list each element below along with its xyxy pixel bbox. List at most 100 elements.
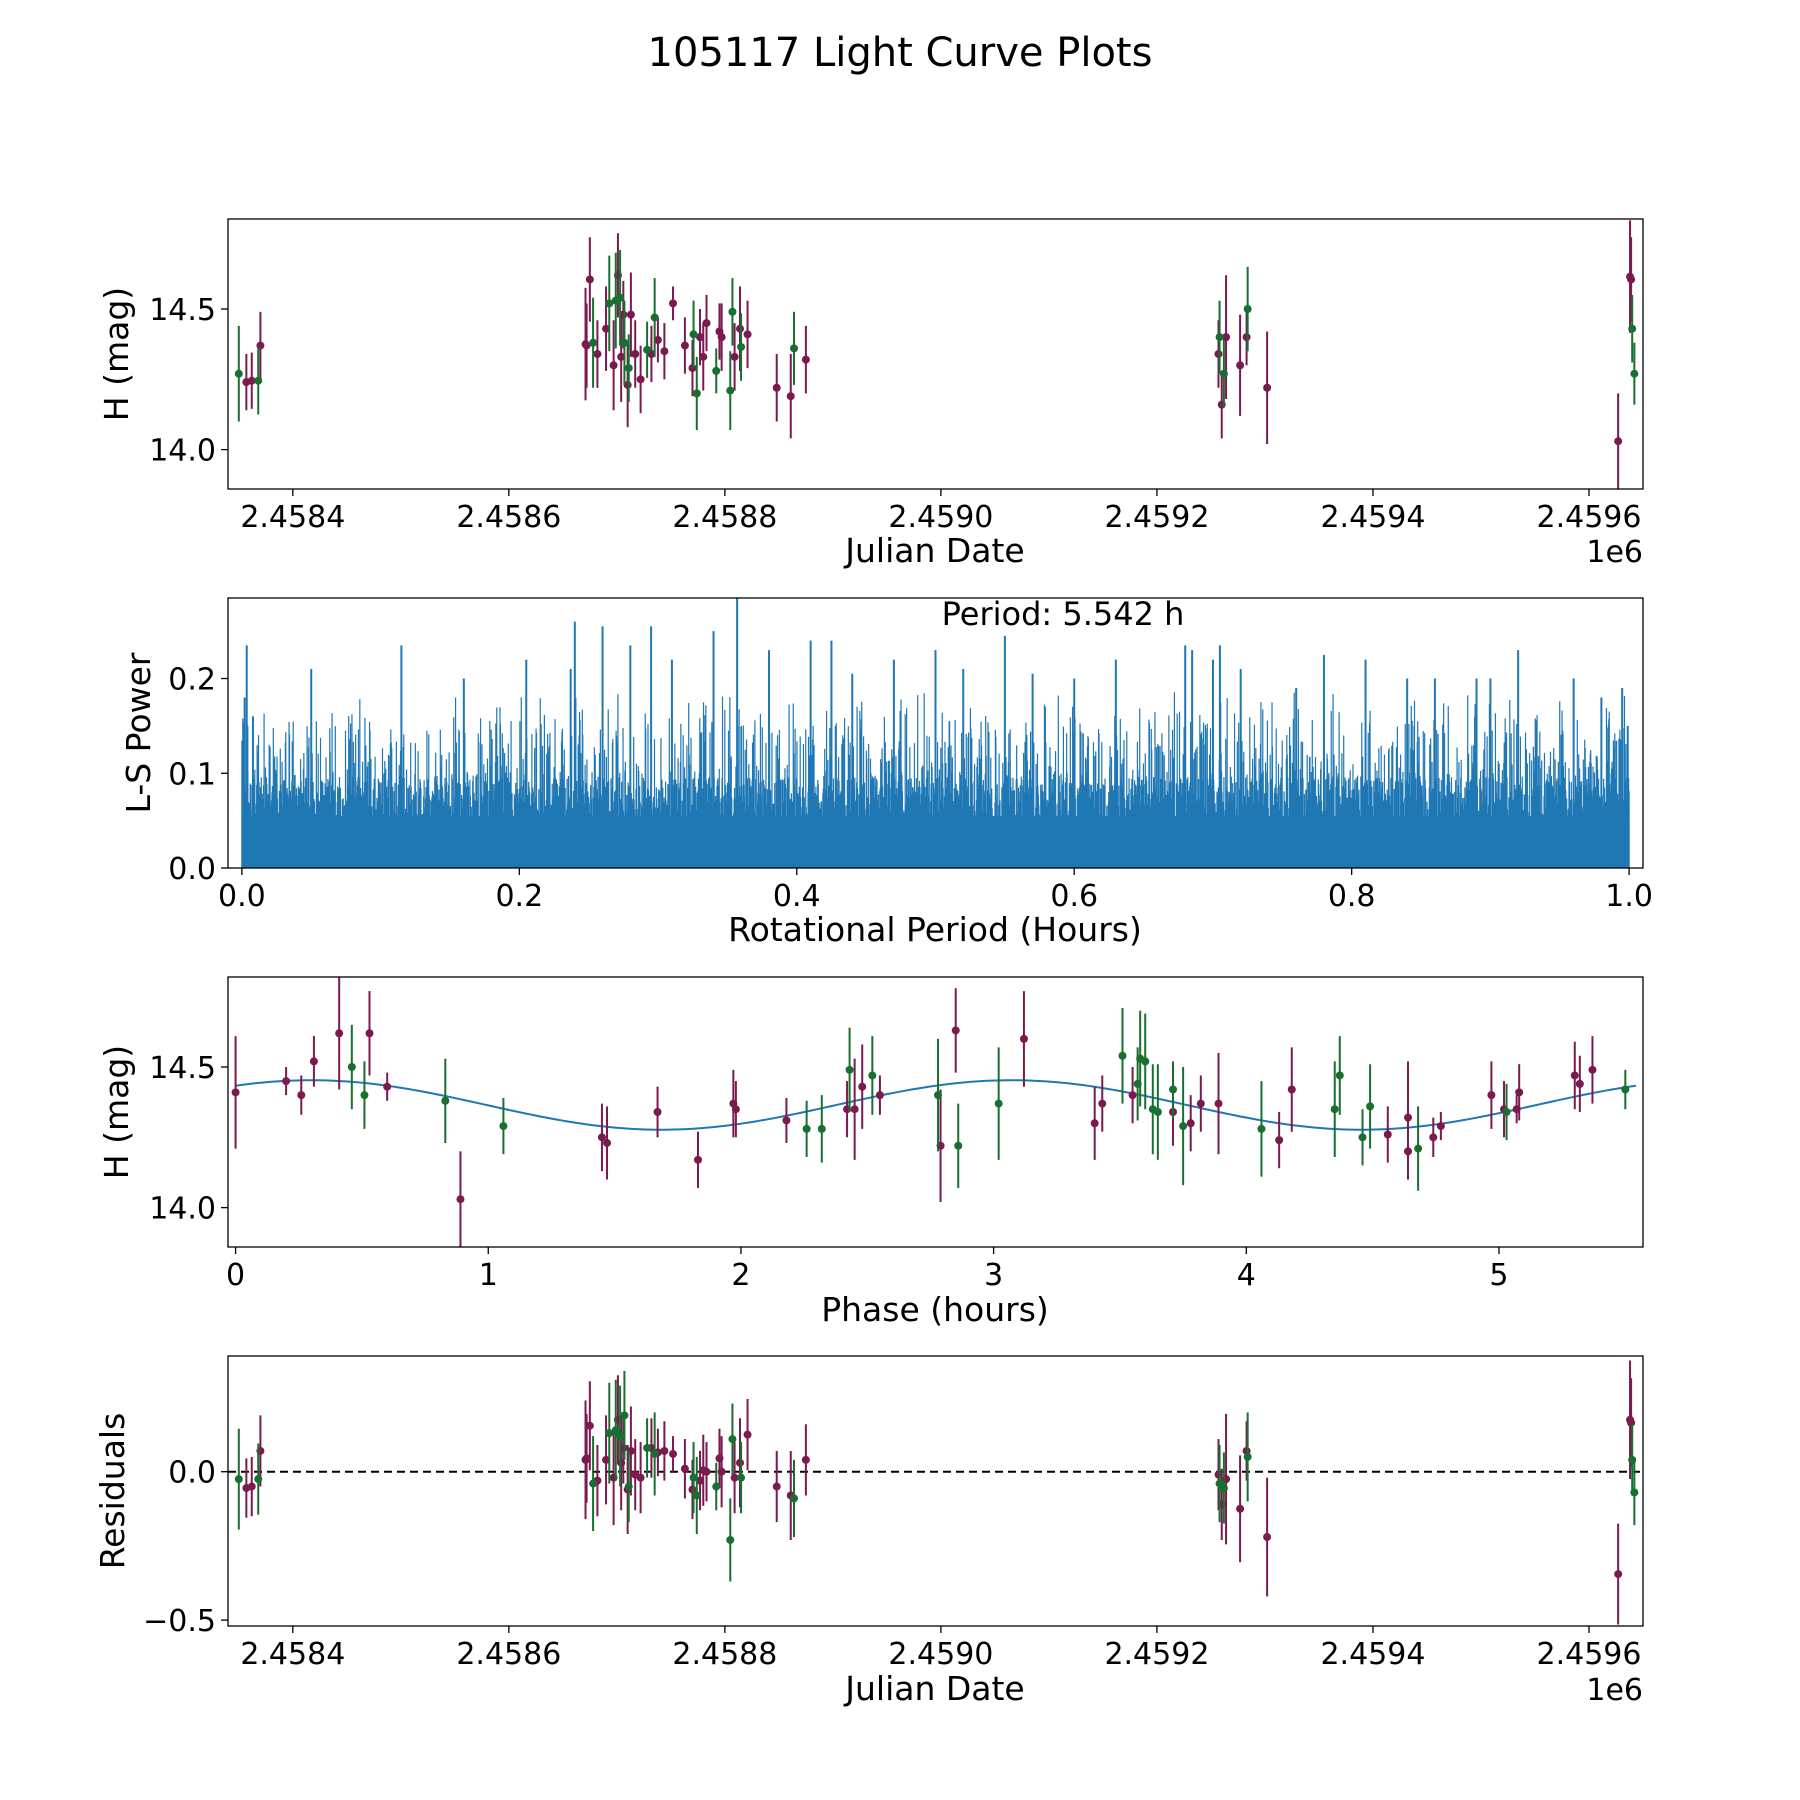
lightcurve-point-filter_a — [696, 333, 705, 342]
residuals-point-filter_a — [1236, 1504, 1245, 1513]
phased-point-filter_a — [1287, 1085, 1296, 1094]
residuals-point-filter_b — [589, 1479, 598, 1488]
residuals-point-filter_a — [1614, 1570, 1623, 1579]
phased-point-filter_b — [1366, 1102, 1375, 1111]
lightcurve-point-filter_a — [688, 364, 697, 373]
phased-point-filter_b — [1169, 1085, 1178, 1094]
lightcurve-ylabel: H (mag) — [97, 287, 136, 421]
lightcurve-point-filter_a — [772, 383, 781, 392]
residuals-point-filter_a — [735, 1458, 744, 1467]
lightcurve-plot-area — [234, 220, 1639, 489]
periodogram-xtick-label: 0.0 — [218, 879, 266, 914]
phased-xtick-label: 5 — [1489, 1258, 1508, 1293]
lightcurve-point-filter_a — [1222, 333, 1231, 342]
residuals-point-filter_b — [1219, 1484, 1228, 1493]
lightcurve-point-filter_a — [609, 361, 618, 370]
periodogram-ytick-label: 0.0 — [168, 852, 216, 887]
residuals-point-filter_a — [247, 1482, 256, 1491]
phased-xlabel: Phase (hours) — [821, 1290, 1049, 1329]
phased-point-filter_a — [1383, 1130, 1392, 1139]
residuals-point-filter_a — [730, 1473, 739, 1482]
lightcurve-xtick-label: 2.4592 — [1104, 500, 1209, 535]
phased-point-filter_b — [1141, 1057, 1150, 1066]
lightcurve-point-filter_b — [234, 369, 243, 378]
periodogram-axes-frame — [227, 597, 1644, 869]
lightcurve-ytick-label: 14.5 — [149, 293, 216, 328]
lightcurve-point-filter_a — [699, 352, 708, 361]
phased-point-filter_a — [1429, 1133, 1438, 1142]
lightcurve-point-filter_a — [669, 299, 678, 308]
phased-point-filter_a — [693, 1155, 702, 1164]
lightcurve-point-filter_a — [717, 333, 726, 342]
phased-point-filter_a — [782, 1116, 791, 1125]
lightcurve-point-filter_b — [605, 299, 614, 308]
lightcurve-point-filter_a — [1214, 350, 1223, 358]
phased-point-filter_a — [282, 1077, 291, 1086]
residuals-point-filter_b — [1243, 1452, 1252, 1461]
phased-point-filter_b — [347, 1063, 356, 1071]
lightcurve-xlabel: Julian Date — [843, 531, 1025, 570]
residuals-point-filter_a — [1263, 1532, 1272, 1541]
phased-point-filter_a — [1570, 1071, 1579, 1080]
phased-point-filter_b — [868, 1071, 877, 1080]
lightcurve-point-filter_a — [653, 335, 662, 344]
phased-point-filter_a — [875, 1091, 884, 1100]
residuals-axes-frame — [227, 1355, 1644, 1627]
phased-point-filter_a — [1090, 1119, 1099, 1128]
phased-point-filter_a — [731, 1105, 740, 1114]
phased-point-filter_a — [1588, 1065, 1597, 1074]
panel-periodogram: Rotational Period (Hours) L-S Power Peri… — [119, 595, 1653, 949]
phased-xtick-label: 0 — [226, 1258, 245, 1293]
residuals-plot-area — [228, 1360, 1643, 1625]
residuals-point-filter_b — [616, 1432, 625, 1441]
phased-xtick-label: 1 — [479, 1258, 498, 1293]
lightcurve-point-filter_b — [616, 293, 625, 302]
residuals-xtick-label: 2.4584 — [240, 1637, 345, 1672]
lightcurve-point-filter_b — [1630, 369, 1639, 378]
lightcurve-point-filter_a — [626, 310, 635, 319]
periodogram-xtick-label: 0.8 — [1328, 879, 1376, 914]
phased-point-filter_a — [456, 1195, 465, 1204]
lightcurve-point-filter_a — [702, 319, 711, 328]
lightcurve-point-filter_a — [660, 347, 669, 356]
residuals-ytick-label: 0.0 — [168, 1456, 216, 1491]
residuals-point-filter_a — [1627, 1418, 1636, 1427]
phased-point-filter_a — [1128, 1091, 1137, 1100]
phased-point-filter_a — [1196, 1099, 1205, 1108]
residuals-point-filter_a — [636, 1473, 645, 1482]
phased-point-filter_b — [441, 1096, 450, 1105]
phased-point-filter_a — [1275, 1136, 1284, 1145]
lightcurve-point-filter_b — [1215, 333, 1224, 342]
phased-point-filter_a — [365, 1029, 374, 1038]
phased-point-filter_b — [954, 1141, 963, 1150]
phased-model-curve — [235, 1079, 1637, 1131]
periodogram-period-annotation: Period: 5.542 h — [942, 595, 1185, 633]
phased-point-filter_a — [1515, 1088, 1524, 1097]
residuals-xtick-label: 2.4586 — [456, 1637, 561, 1672]
lightcurve-point-filter_b — [589, 338, 598, 347]
phased-point-filter_a — [597, 1133, 606, 1142]
residuals-point-filter_b — [728, 1435, 737, 1444]
periodogram-xtick-label: 0.6 — [1050, 879, 1098, 914]
residuals-point-filter_b — [692, 1491, 701, 1500]
residuals-point-filter_a — [680, 1464, 689, 1473]
residuals-xtick-label: 2.4590 — [888, 1637, 993, 1672]
lightcurve-ytick-label: 14.0 — [149, 434, 216, 469]
lightcurve-point-filter_a — [735, 324, 744, 333]
phased-point-filter_b — [1179, 1122, 1188, 1131]
residuals-point-filter_a — [702, 1467, 711, 1476]
residuals-point-filter_a — [717, 1467, 726, 1476]
residuals-point-filter_a — [602, 1455, 611, 1464]
phased-point-filter_b — [1358, 1133, 1367, 1142]
residuals-point-filter_a — [669, 1449, 678, 1458]
phased-point-filter_a — [850, 1105, 859, 1114]
lightcurve-point-filter_b — [620, 338, 629, 347]
lightcurve-point-filter_a — [636, 375, 645, 384]
phased-point-filter_a — [1404, 1147, 1413, 1156]
lightcurve-point-filter_a — [801, 355, 810, 364]
phased-point-filter_b — [1621, 1085, 1630, 1094]
residuals-point-filter_b — [790, 1494, 798, 1503]
lightcurve-point-filter_a — [743, 330, 752, 339]
phased-ytick-label: 14.5 — [149, 1051, 216, 1086]
residuals-point-filter_a — [582, 1454, 591, 1463]
